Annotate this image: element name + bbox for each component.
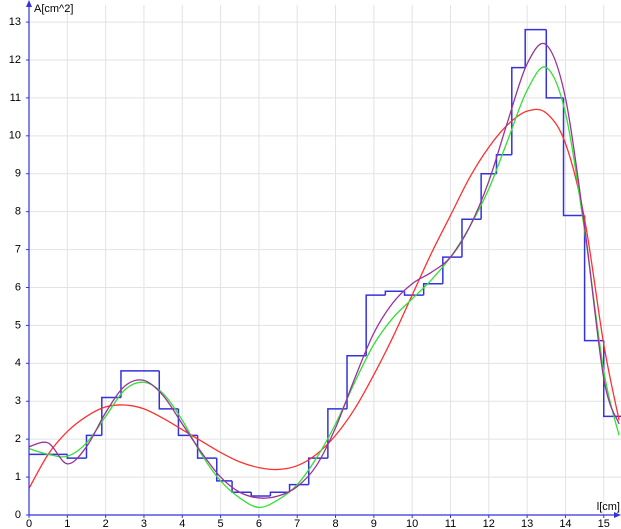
x-tick-label: 3 [141, 518, 147, 529]
x-tick-label: 13 [521, 518, 533, 529]
y-tick-label: 2 [15, 433, 21, 445]
y-tick-label: 4 [15, 357, 21, 369]
step [365, 294, 386, 356]
y-axis-label: A[cm^2] [34, 3, 73, 15]
y-tick-label: 10 [9, 130, 21, 142]
x-axis-arrow [614, 512, 621, 518]
step [384, 290, 405, 296]
x-tick-label: 10 [406, 518, 418, 529]
step [269, 491, 290, 497]
step [288, 483, 309, 493]
y-tick-label: 8 [15, 206, 21, 218]
step [461, 218, 482, 258]
y-tick-label: 6 [15, 281, 21, 293]
step [495, 154, 512, 174]
step [524, 28, 547, 68]
curve [28, 108, 620, 489]
y-tick-label: 3 [15, 395, 21, 407]
x-axis-label: l[cm] [597, 501, 620, 513]
y-tick-label: 1 [15, 471, 21, 483]
x-tick-label: 8 [332, 518, 338, 529]
x-tick-label: 9 [371, 518, 377, 529]
y-tick-label: 5 [15, 319, 21, 331]
step [346, 354, 367, 409]
y-tick-label: 13 [9, 16, 21, 28]
step [442, 256, 462, 284]
x-tick-label: 7 [294, 518, 300, 529]
y-tick-label: 9 [15, 168, 21, 180]
marks [28, 28, 621, 509]
step [545, 29, 564, 99]
x-tick-label: 14 [559, 518, 571, 529]
x-tick-label: 4 [179, 518, 185, 529]
step [583, 215, 604, 342]
step [422, 282, 443, 296]
x-tick-label: 0 [26, 518, 32, 529]
step [327, 408, 348, 459]
step [196, 435, 217, 459]
step [120, 370, 160, 398]
step [511, 66, 526, 155]
y-tick-label: 0 [15, 509, 21, 521]
step [403, 291, 424, 296]
x-tick-label: 2 [103, 518, 109, 529]
x-tick-label: 12 [483, 518, 495, 529]
step [216, 458, 233, 482]
y-tick-label: 12 [9, 54, 21, 66]
x-tick-label: 1 [64, 518, 70, 529]
curve [28, 42, 620, 499]
y-tick-label: 7 [15, 243, 21, 255]
y-axis-arrow [26, 0, 32, 7]
x-tick-label: 15 [598, 518, 610, 529]
x-tick-label: 11 [445, 518, 456, 529]
x-tick-label: 5 [218, 518, 224, 529]
step [85, 434, 102, 459]
curve [28, 66, 620, 509]
x-tick-label: 6 [256, 518, 262, 529]
y-tick-label: 11 [10, 92, 21, 104]
